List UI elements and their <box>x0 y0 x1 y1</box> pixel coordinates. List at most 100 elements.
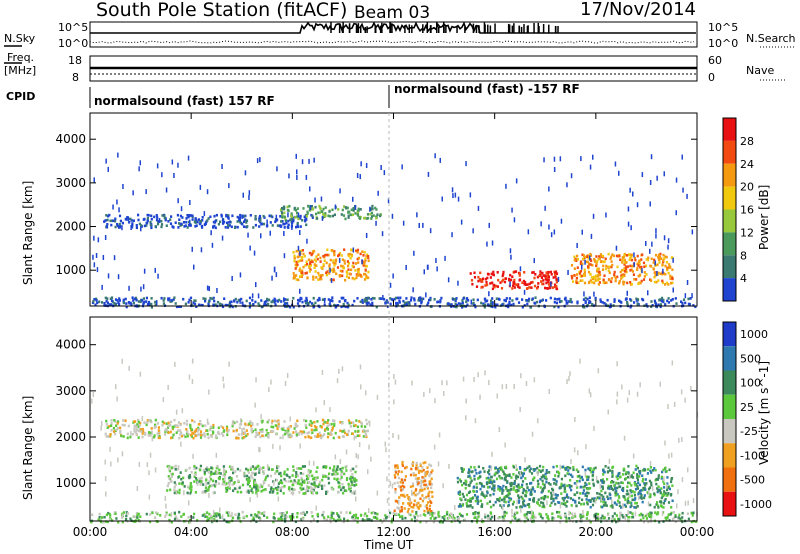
cpid-segment-1: normalsound (fast) 157 RF <box>94 94 275 108</box>
velocity-echo-cell <box>681 520 684 524</box>
power-echo-cell <box>282 207 286 211</box>
power-echo-cell <box>627 253 631 256</box>
power-echo-cell <box>349 213 352 217</box>
power-echo-cell <box>356 274 359 277</box>
power-sparse-echo <box>509 281 511 287</box>
power-echo-cell <box>281 213 284 217</box>
velocity-echo-cell <box>695 520 698 523</box>
velocity-echo-cell <box>637 491 640 495</box>
power-sparse-echo <box>627 221 630 227</box>
velocity-echo-cell <box>290 516 293 520</box>
velocity-echo-cell <box>239 469 242 472</box>
velocity-echo-cell <box>105 513 108 517</box>
velocity-sparse-echo <box>330 430 332 436</box>
power-echo-cell <box>356 297 359 300</box>
velocity-echo-cell <box>164 430 167 433</box>
power-echo-cell <box>282 222 285 226</box>
velocity-echo-cell <box>209 473 213 476</box>
velocity-echo-cell <box>468 474 471 478</box>
power-echo-cell <box>570 274 573 278</box>
power-echo-cell <box>596 260 599 263</box>
velocity-echo-cell <box>560 482 563 486</box>
velocity-echo-cell <box>238 517 241 520</box>
power-echo-cell <box>521 305 524 309</box>
velocity-echo-cell <box>493 484 496 487</box>
velocity-echo-cell <box>304 513 307 517</box>
velocity-echo-cell <box>492 492 495 496</box>
power-echo-cell <box>471 282 474 286</box>
power-echo-cell <box>586 255 589 258</box>
velocity-echo-cell <box>104 520 107 523</box>
velocity-echo-cell <box>293 479 296 482</box>
power-echo-cell <box>316 299 319 302</box>
velocity-echo-cell <box>579 517 583 520</box>
power-sparse-echo <box>560 218 563 224</box>
velocity-sparse-echo <box>589 392 592 398</box>
velocity-sparse-echo <box>376 490 379 496</box>
power-echo-cell <box>541 271 544 275</box>
velocity-echo-cell <box>523 504 526 507</box>
power-echo-cell <box>344 206 347 209</box>
power-echo-cell <box>671 298 674 301</box>
velocity-echo-cell <box>324 428 327 431</box>
velocity-echo-cell <box>293 427 296 430</box>
velocity-echo-cell <box>217 482 220 485</box>
power-echo-cell <box>118 222 121 226</box>
velocity-echo-cell <box>415 503 418 507</box>
power-echo-cell <box>304 301 308 305</box>
velocity-echo-cell <box>255 520 258 523</box>
power-echo-cell <box>367 270 370 274</box>
power-sparse-echo <box>633 262 635 268</box>
velocity-echo-cell <box>143 421 146 424</box>
power-echo-cell <box>105 299 108 303</box>
velocity-sparse-echo <box>368 444 370 450</box>
power-echo-cell <box>370 217 373 220</box>
velocity-echo-cell <box>469 497 472 501</box>
velocity-echo-cell <box>303 465 306 468</box>
velocity-sparse-echo <box>357 454 359 460</box>
velocity-echo-cell <box>438 520 441 524</box>
power-echo-cell <box>324 212 327 215</box>
velocity-echo-cell <box>303 479 306 483</box>
velocity-sparse-echo <box>595 475 598 481</box>
velocity-echo-cell <box>690 511 693 515</box>
velocity-echo-cell <box>426 507 429 510</box>
power-echo-cell <box>274 303 277 306</box>
velocity-sparse-echo <box>104 476 107 482</box>
velocity-echo-cell <box>236 517 240 520</box>
power-echo-cell <box>163 297 166 300</box>
velocity-echo-cell <box>560 477 563 481</box>
power-echo-cell <box>604 267 607 271</box>
power-echo-cell <box>619 300 622 303</box>
power-echo-cell <box>642 261 646 265</box>
velocity-echo-cell <box>121 520 124 524</box>
power-echo-cell <box>533 276 536 280</box>
velocity-echo-cell <box>519 505 522 508</box>
power-sparse-echo <box>645 241 647 246</box>
power-echo-cell <box>547 283 551 286</box>
velocity-echo-cell <box>660 487 663 490</box>
power-sparse-echo <box>684 293 687 299</box>
velocity-echo-cell <box>627 481 630 485</box>
velocity-echo-cell <box>498 496 501 500</box>
velocity-sparse-echo <box>170 511 173 517</box>
power-echo-cell <box>254 215 257 218</box>
power-echo-cell <box>269 221 272 224</box>
velocity-echo-cell <box>253 513 257 516</box>
velocity-echo-cell <box>310 436 313 440</box>
velocity-echo-cell <box>430 510 433 513</box>
power-echo-cell <box>293 254 296 258</box>
velocity-echo-cell <box>304 424 307 427</box>
velocity-echo-cell <box>417 481 420 484</box>
power-echo-cell <box>505 297 508 300</box>
power-echo-cell <box>94 303 97 307</box>
velocity-sparse-echo <box>520 507 522 513</box>
power-sparse-echo <box>352 196 354 202</box>
power-echo-cell <box>583 281 587 285</box>
velocity-echo-cell <box>221 432 224 435</box>
power-echo-cell <box>598 281 601 284</box>
power-echo-cell <box>104 219 107 222</box>
velocity-echo-cell <box>532 500 536 503</box>
velocity-echo-cell <box>317 485 320 489</box>
velocity-echo-cell <box>201 424 204 428</box>
